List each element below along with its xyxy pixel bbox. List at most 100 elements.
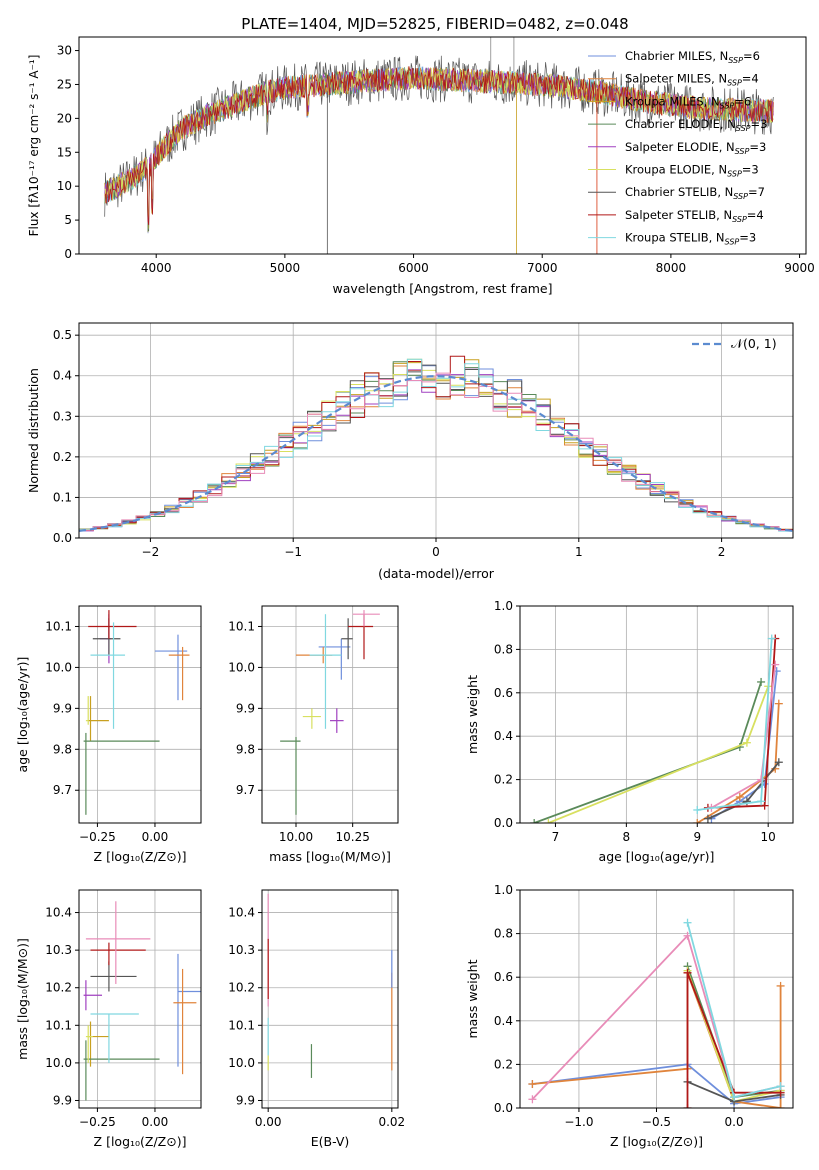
legend-entry: Kroupa MILES, NSSP=6 <box>625 94 751 110</box>
legend-entry: Salpeter STELIB, NSSP=4 <box>625 208 764 224</box>
y-tick-label: 0.2 <box>53 450 72 464</box>
x-tick-label: −1.0 <box>564 1115 593 1129</box>
y-tick-label: 10.3 <box>45 943 72 957</box>
y-tick-label: 9.7 <box>236 783 255 797</box>
y-tick-label: 0.4 <box>494 1014 513 1028</box>
y-tick-label: 0.8 <box>494 642 513 656</box>
y-axis-label: mass weight <box>465 959 480 1038</box>
x-tick-label: 9000 <box>784 261 815 275</box>
legend-name: Salpeter ELODIE, N <box>625 140 735 154</box>
y-tick-label: 10.3 <box>228 943 255 957</box>
y-tick-label: 9.9 <box>236 1093 255 1107</box>
legend-subscript: SSP <box>732 215 747 224</box>
weight-lines <box>528 918 785 1108</box>
legend-subscript: SSP <box>727 170 742 179</box>
y-tick-label: 10.2 <box>45 981 72 995</box>
x-axis-label: (data-model)/error <box>378 566 495 581</box>
weight-series-line <box>696 703 780 823</box>
legend-subscript: SSP <box>736 124 751 133</box>
y-tick-label: 0.3 <box>53 409 72 423</box>
x-tick-label: −2 <box>142 545 160 559</box>
legend-entry: Chabrier ELODIE, NSSP=3 <box>625 117 767 133</box>
y-tick-label: 1.0 <box>494 599 513 613</box>
y-axis-label: Normed distribution <box>26 368 41 493</box>
y-tick-label: 25 <box>57 77 72 91</box>
x-tick-label: 0.00 <box>142 1115 169 1129</box>
legend-value: =7 <box>748 185 765 199</box>
y-axis-label: mass [log₁₀(M/M⊙)] <box>15 938 30 1060</box>
x-tick-label: 10.25 <box>335 830 369 844</box>
legend-value: =3 <box>739 231 756 245</box>
weight-series-line <box>686 972 781 1108</box>
x-tick-label: 0.02 <box>378 1115 405 1129</box>
x-axis-label: wavelength [Angstrom, rest frame] <box>332 281 552 296</box>
spectrum-lines <box>104 37 774 254</box>
legend-name: Kroupa ELODIE, N <box>625 163 727 177</box>
y-tick-label: 0.4 <box>494 729 513 743</box>
y-tick-label: 0.6 <box>494 686 513 700</box>
normal-curve <box>79 375 793 532</box>
y-tick-label: 0.8 <box>494 927 513 941</box>
y-tick-label: 1.0 <box>494 883 513 897</box>
x-axis-label: E(B-V) <box>311 1134 350 1149</box>
y-tick-label: 10.0 <box>45 1056 72 1070</box>
legend-subscript: SSP <box>720 101 735 110</box>
x-tick-label: 10 <box>761 830 776 844</box>
x-tick-label: 8000 <box>656 261 687 275</box>
x-tick-label: 10.00 <box>279 830 313 844</box>
x-axis-label: age [log₁₀(age/yr)] <box>599 849 715 864</box>
legend-entry: Chabrier STELIB, NSSP=7 <box>625 185 765 201</box>
legend-name: Salpeter MILES, N <box>625 72 727 86</box>
legend-entry: Chabrier MILES, NSSP=6 <box>625 49 760 65</box>
legend-subscript: SSP <box>728 56 743 65</box>
y-tick-label: 9.8 <box>236 742 255 756</box>
weight-lines <box>530 634 783 823</box>
y-tick-label: 10 <box>57 179 72 193</box>
x-tick-label: 7 <box>552 830 560 844</box>
legend-subscript: SSP <box>733 192 748 201</box>
y-tick-label: 20 <box>57 111 72 125</box>
x-tick-label: 1 <box>575 545 583 559</box>
legend-entry: Kroupa ELODIE, NSSP=3 <box>625 163 759 179</box>
legend-entry: Salpeter MILES, NSSP=4 <box>625 72 759 88</box>
y-tick-label: 10.4 <box>45 906 72 920</box>
y-tick-label: 10.0 <box>228 1056 255 1070</box>
legend-subscript: SSP <box>735 147 750 156</box>
x-tick-label: −0.5 <box>642 1115 671 1129</box>
legend-entry: Kroupa STELIB, NSSP=3 <box>625 231 756 247</box>
y-tick-label: 0 <box>64 247 72 261</box>
x-tick-label: −1 <box>284 545 302 559</box>
y-tick-label: 10.1 <box>228 619 255 633</box>
legend-value: =6 <box>734 94 751 108</box>
y-tick-label: 10.1 <box>45 1018 72 1032</box>
y-tick-label: 9.9 <box>236 701 255 715</box>
error-bars <box>280 610 380 815</box>
legend-subscript: SSP <box>725 238 740 247</box>
x-tick-label: 7000 <box>527 261 558 275</box>
y-tick-label: 10.0 <box>45 660 72 674</box>
y-axis-label: mass weight <box>465 675 480 754</box>
y-tick-label: 0.2 <box>494 1057 513 1071</box>
legend-subscript: SSP <box>727 79 742 88</box>
y-tick-label: 10.0 <box>228 660 255 674</box>
x-tick-label: −0.25 <box>79 1115 116 1129</box>
plot-frame <box>261 889 399 1109</box>
y-tick-label: 0.0 <box>494 816 513 830</box>
plot-frame <box>78 889 202 1109</box>
x-tick-label: 8 <box>623 830 631 844</box>
legend-value: =3 <box>742 163 759 177</box>
x-axis-label: Z [log₁₀(Z/Z⊙)] <box>94 849 187 864</box>
x-tick-label: 2 <box>718 545 726 559</box>
y-tick-label: 0.5 <box>53 328 72 342</box>
legend-value: =3 <box>749 140 766 154</box>
x-axis-label: Z [log₁₀(Z/Z⊙)] <box>610 1134 703 1149</box>
legend-name: Salpeter STELIB, N <box>625 208 732 222</box>
spectrum-title: PLATE=1404, MJD=52825, FIBERID=0482, z=0… <box>241 15 628 33</box>
y-tick-label: 10.1 <box>228 1018 255 1032</box>
legend-value: =3 <box>751 117 768 131</box>
x-tick-label: 9 <box>693 830 701 844</box>
error-bars <box>83 610 190 815</box>
legend-value: =4 <box>742 72 759 86</box>
legend-value: =4 <box>747 208 764 222</box>
